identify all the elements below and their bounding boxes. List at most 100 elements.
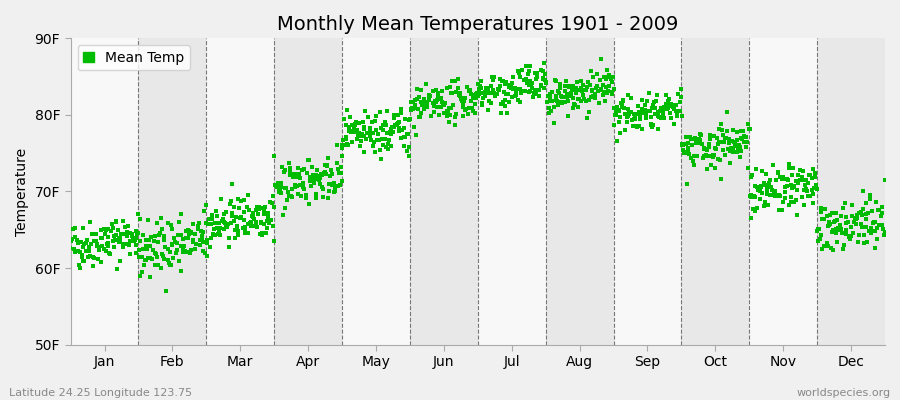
Point: [705, 162, 719, 168]
Point: [429, 97, 444, 104]
Point: [348, 121, 363, 127]
Point: [857, 232, 871, 238]
Point: [469, 91, 483, 97]
Point: [826, 247, 841, 253]
Point: [246, 210, 260, 216]
Point: [257, 208, 272, 214]
Point: [271, 180, 285, 186]
Point: [201, 240, 215, 246]
Point: [586, 74, 600, 80]
Point: [601, 72, 616, 78]
Point: [734, 128, 748, 134]
Point: [567, 101, 581, 108]
Point: [339, 122, 354, 128]
Point: [392, 125, 406, 131]
Point: [739, 138, 753, 145]
Point: [820, 240, 834, 246]
Point: [580, 114, 594, 121]
Point: [370, 137, 384, 144]
Point: [139, 243, 153, 250]
Point: [523, 88, 537, 94]
Point: [372, 137, 386, 143]
Point: [776, 174, 790, 181]
Point: [417, 106, 431, 112]
Point: [796, 202, 811, 208]
Point: [335, 145, 349, 151]
Point: [496, 99, 510, 105]
Point: [713, 157, 727, 163]
Point: [272, 188, 286, 194]
Point: [714, 176, 728, 182]
Point: [420, 101, 435, 108]
Point: [560, 91, 574, 98]
Point: [154, 265, 168, 271]
Point: [310, 173, 325, 180]
Point: [147, 238, 161, 244]
Point: [335, 152, 349, 159]
Point: [876, 226, 890, 232]
Point: [383, 131, 398, 138]
Point: [68, 234, 82, 241]
Point: [721, 146, 735, 152]
Point: [799, 177, 814, 183]
Point: [118, 224, 132, 230]
Point: [517, 77, 531, 83]
Point: [644, 108, 658, 114]
Point: [588, 95, 602, 101]
Point: [772, 192, 787, 198]
Point: [808, 170, 823, 176]
Point: [86, 238, 101, 244]
Point: [845, 202, 859, 208]
Point: [195, 228, 210, 235]
Point: [428, 99, 442, 105]
Point: [108, 236, 122, 243]
Point: [669, 102, 683, 108]
Point: [307, 180, 321, 186]
Point: [628, 116, 643, 123]
Point: [579, 87, 593, 93]
Point: [844, 232, 859, 239]
Point: [645, 102, 660, 109]
Point: [734, 148, 748, 154]
Point: [609, 109, 624, 115]
Point: [726, 149, 741, 155]
Point: [88, 237, 103, 244]
Point: [645, 104, 660, 111]
Point: [850, 238, 865, 245]
Point: [385, 124, 400, 130]
Point: [315, 186, 329, 192]
Point: [152, 232, 166, 238]
Point: [237, 197, 251, 204]
Point: [626, 122, 640, 129]
Point: [490, 91, 504, 98]
Point: [609, 104, 624, 110]
Point: [216, 226, 230, 232]
Point: [660, 106, 674, 112]
Point: [673, 94, 688, 100]
Point: [292, 182, 307, 188]
Point: [305, 163, 320, 170]
Point: [522, 89, 536, 95]
Point: [331, 166, 346, 172]
Point: [231, 228, 246, 234]
Point: [754, 182, 769, 189]
Point: [123, 238, 138, 245]
Point: [712, 126, 726, 132]
Point: [198, 250, 212, 256]
Point: [598, 84, 613, 90]
Point: [842, 234, 857, 241]
Point: [129, 242, 143, 248]
Point: [502, 82, 517, 88]
Point: [379, 122, 393, 128]
Point: [426, 87, 440, 94]
Point: [791, 172, 806, 178]
Point: [276, 168, 291, 175]
Point: [222, 201, 237, 208]
Point: [513, 74, 527, 80]
Point: [205, 212, 220, 218]
Point: [714, 120, 728, 127]
Point: [711, 141, 725, 148]
Point: [572, 96, 586, 103]
Point: [471, 92, 485, 99]
Point: [260, 211, 274, 218]
